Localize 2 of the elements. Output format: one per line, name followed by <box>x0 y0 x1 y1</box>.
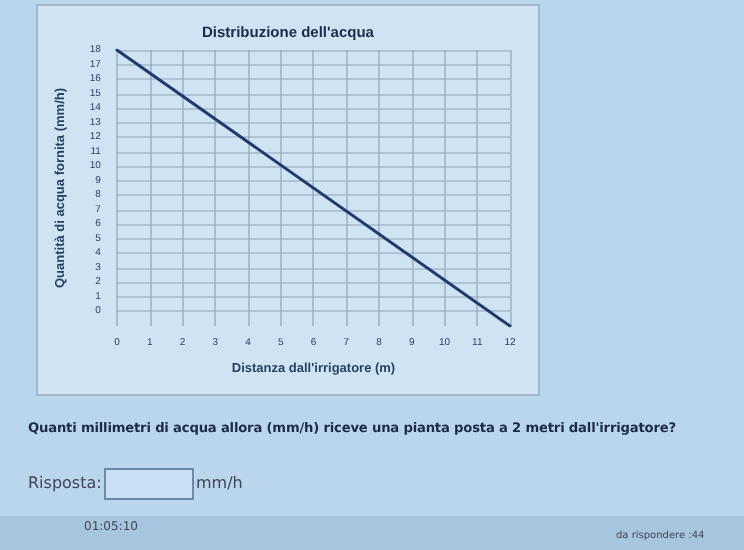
text: mm/h <box>196 474 243 492</box>
text: Risposta: <box>28 474 102 492</box>
